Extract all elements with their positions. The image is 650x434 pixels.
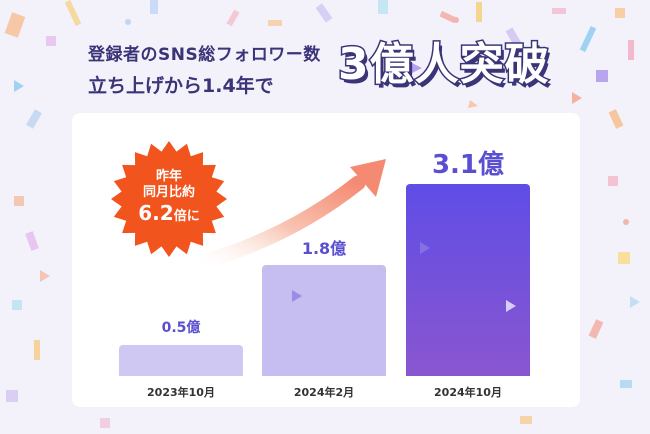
decor-triangle-2 [506, 300, 516, 312]
growth-badge: 昨年 同月比約 6.2倍に [110, 140, 228, 258]
bar-value-label-2: 1.8億 [301, 238, 347, 258]
badge-ratio: 6.2 [138, 201, 174, 225]
bar-value-label-3: 3.1億 [431, 150, 505, 180]
headline-big: 3億人突破 [337, 38, 551, 92]
headline-line2: 立ち上げから1.4年で [88, 75, 274, 97]
badge-line1: 昨年 [155, 169, 182, 184]
badge-line2: 同月比約 [142, 185, 195, 200]
bar-2 [262, 264, 386, 376]
decor-triangle-1 [292, 290, 302, 302]
bar-value-label-1: 0.5億 [161, 320, 201, 337]
starburst-icon [111, 141, 227, 257]
x-tick-label-3: 2024年10月 [434, 386, 502, 399]
x-tick-label-1: 2023年10月 [147, 386, 215, 399]
bar-1 [119, 345, 243, 376]
headline: 登録者のSNS総フォロワー数 立ち上げから1.4年で [88, 40, 321, 98]
x-tick-label-2: 2024年2月 [293, 386, 355, 399]
badge-suffix: 倍に [173, 209, 200, 224]
headline-line1: 登録者のSNS総フォロワー数 [88, 45, 321, 65]
growth-arrow-icon [192, 159, 386, 271]
bar-3 [406, 184, 530, 376]
decor-triangle-3 [420, 242, 430, 254]
